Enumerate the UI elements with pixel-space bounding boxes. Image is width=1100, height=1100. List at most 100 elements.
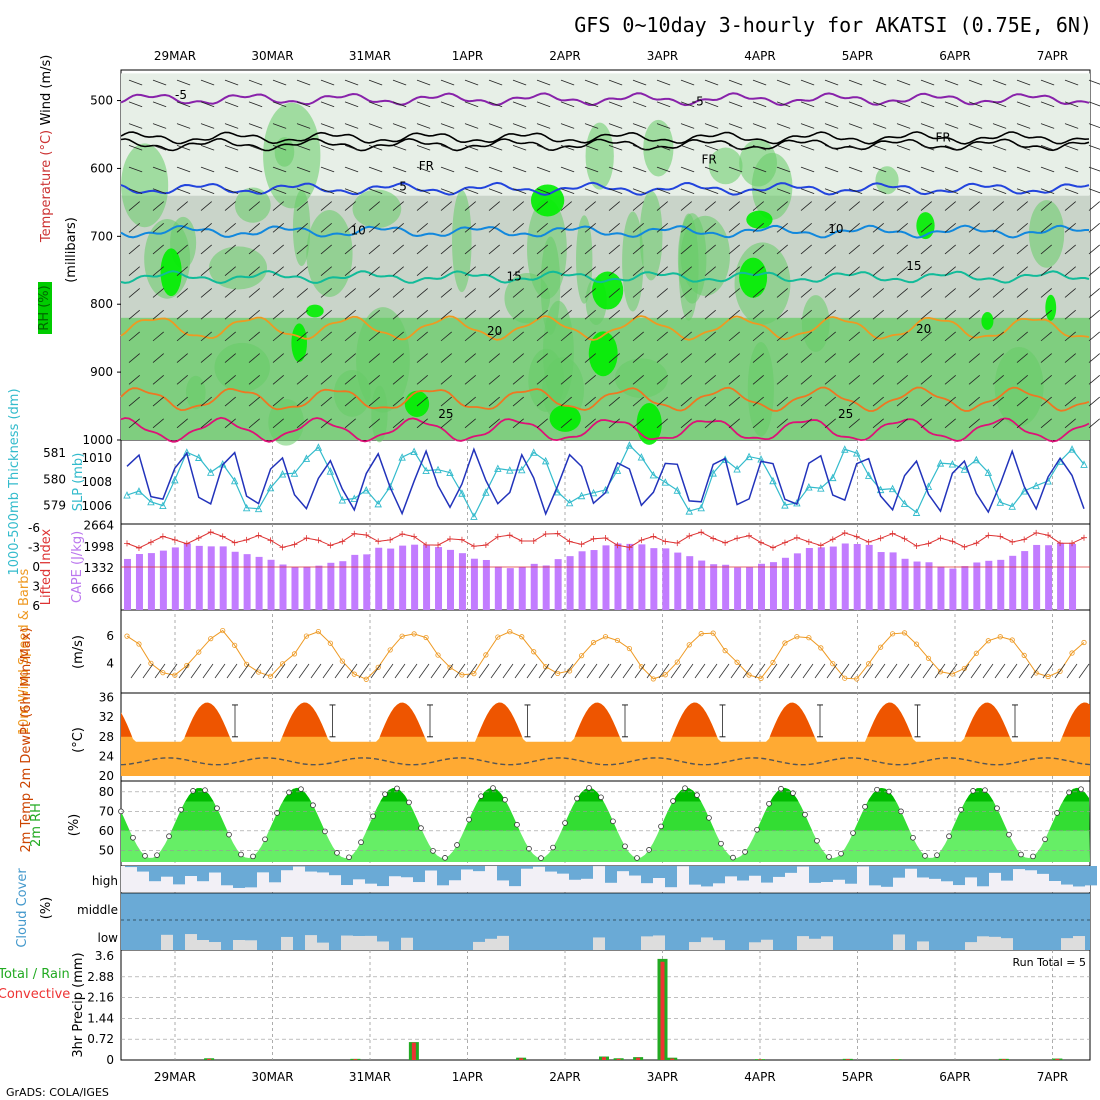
wind-barb [152, 244, 164, 255]
wind-barb [896, 288, 908, 298]
wind-barb [296, 166, 311, 173]
wind-barb [1088, 244, 1100, 255]
wind-barb [488, 123, 503, 129]
lifted-index-marker [674, 540, 681, 547]
axis-label: (millibars) [64, 217, 79, 283]
surface-wind-barb [826, 663, 838, 679]
wind-barb [248, 353, 260, 363]
cape-bar [423, 545, 431, 610]
axis-label: 1000-500mb Thickness (dm) [7, 388, 22, 575]
wind-barb [992, 309, 1004, 320]
axis-label: Lifted Index [39, 528, 54, 605]
wind-barb [656, 123, 671, 129]
wind-barb [944, 123, 959, 129]
slp-tick-label: 1006 [81, 499, 112, 513]
wind-barb [440, 101, 455, 108]
lifted-index-marker [518, 538, 525, 545]
cloud-high-bar [989, 866, 1001, 873]
cloud-high-bar [353, 866, 365, 880]
wind-barb [464, 166, 479, 173]
wind-barb [776, 123, 791, 129]
rh2m-marker [346, 854, 352, 861]
cloud-low-gap [485, 938, 497, 950]
wind-barb [536, 266, 548, 277]
rh2m-marker [694, 792, 700, 798]
wind-barb [728, 331, 740, 342]
lifted-index-marker [195, 535, 202, 542]
wind-speed-marker [710, 630, 716, 636]
rh2m-marker [1054, 810, 1060, 816]
wind-barb [632, 309, 644, 320]
wind-barb [1088, 123, 1100, 129]
rh2m-marker [874, 786, 880, 793]
wind-barb [608, 375, 620, 385]
cloud-level-label: high [92, 874, 118, 888]
wind-barb [920, 144, 935, 151]
surface-wind-barb [490, 663, 502, 679]
wind-barb [512, 309, 524, 320]
wind-barb [128, 288, 140, 298]
wind-barb [920, 288, 932, 298]
wind-barb [1088, 396, 1100, 407]
wind-barb [752, 331, 764, 342]
wind-barb [152, 79, 167, 86]
wind-barb [896, 266, 908, 277]
thickness-line [126, 444, 1085, 518]
surface-wind-barb [166, 663, 178, 679]
wind-barb [1064, 418, 1076, 429]
cape-bar [650, 548, 658, 610]
cape-bar [458, 553, 466, 610]
wind-barb [656, 309, 668, 320]
cape-bar [793, 553, 801, 610]
wind-barb [296, 331, 308, 342]
wind-barb [296, 79, 311, 86]
rh2m-marker [454, 842, 460, 848]
wind-barb [944, 266, 956, 277]
isotherm-label: 15 [507, 270, 522, 284]
wind-speed-marker [232, 642, 238, 648]
wind-barb [1016, 144, 1031, 151]
top-date-label: 7APR [1037, 49, 1068, 63]
lifted-index-marker [124, 540, 130, 547]
surface-wind-barb [850, 663, 862, 679]
surface-wind-barb [346, 663, 358, 679]
wind-barb [368, 222, 380, 233]
rh2m-marker [178, 806, 184, 813]
wind-barb [800, 266, 812, 277]
axis-label: (%) [67, 814, 82, 837]
cape-bar [147, 553, 155, 610]
wind-barb [176, 418, 188, 429]
wind-barb [512, 375, 524, 385]
wind-barb [1064, 309, 1076, 320]
wind-barb [1064, 201, 1076, 211]
axis-label: 10m Wind Speed & Barbs [17, 569, 32, 736]
wind-barb [848, 123, 863, 129]
surface-wind-barb [310, 663, 322, 679]
cape-bar [829, 546, 837, 610]
surface-wind-barb [1030, 663, 1042, 679]
cloud-high-bar [761, 866, 773, 883]
wind-barb [752, 288, 764, 298]
wind-barb [440, 166, 455, 173]
rh-blob [1028, 200, 1065, 268]
surface-wind-barb [466, 663, 478, 679]
wind-barb [752, 166, 767, 173]
wind-barb [200, 123, 215, 129]
lifted-index-marker [351, 530, 358, 537]
wind-barb [272, 166, 287, 173]
cape-bar [686, 556, 694, 610]
rh-blob-saturated [636, 403, 662, 445]
wind-barb [344, 123, 359, 129]
wind-barb [176, 79, 191, 86]
wind-barb [560, 79, 575, 86]
precip-convective-bar [616, 1058, 621, 1060]
cloud-high-bar [701, 866, 713, 887]
cape-bar [997, 559, 1005, 610]
wind-speed-marker [734, 659, 740, 665]
thickness-marker [948, 460, 957, 468]
wind-barb [368, 309, 380, 320]
wind-barb [176, 396, 188, 407]
isotherm-label: -5 [175, 88, 187, 102]
surface-wind-barb [730, 663, 742, 679]
wind-barb [128, 166, 143, 173]
